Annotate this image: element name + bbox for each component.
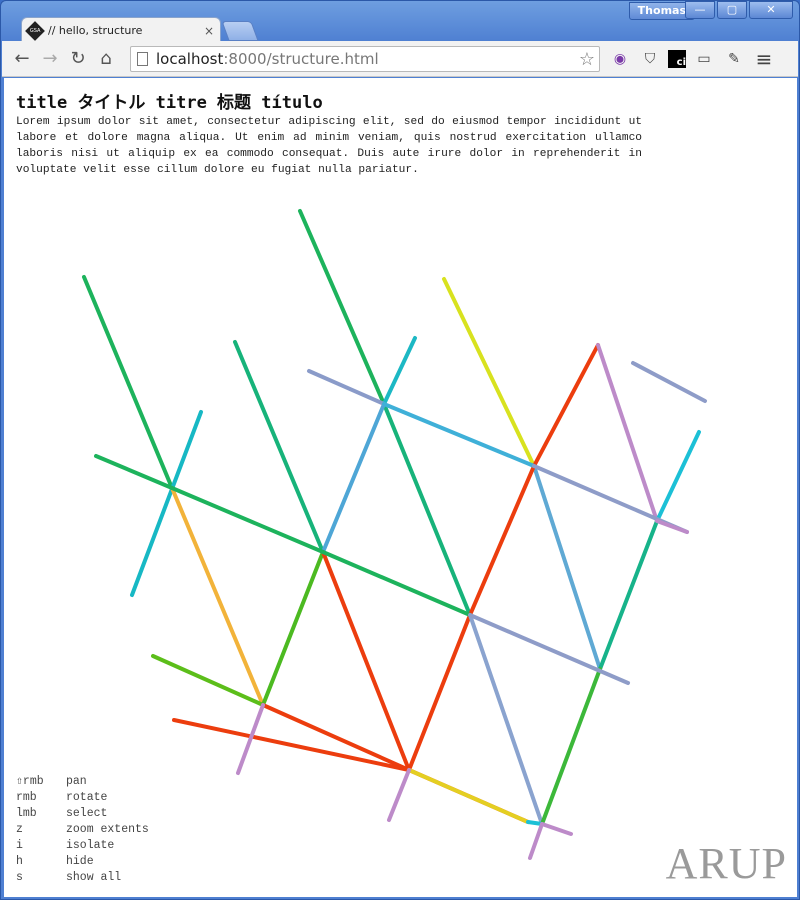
help-row: h hide	[16, 854, 149, 870]
help-action: isolate	[66, 839, 115, 852]
member-limegreen-c[interactable]	[261, 550, 325, 707]
new-tab-button[interactable]	[221, 21, 259, 41]
member-teal-e[interactable]	[598, 519, 659, 671]
menu-icon[interactable]: ≡	[755, 47, 773, 71]
member-blue-c[interactable]	[321, 402, 386, 554]
help-action: pan	[66, 775, 87, 788]
help-row: lmb select	[16, 806, 149, 822]
member-red-w2[interactable]	[261, 703, 411, 772]
tab-close-icon[interactable]: ×	[203, 23, 214, 38]
member-limegreen-w1[interactable]	[151, 654, 265, 707]
profile-name[interactable]: Thomas	[628, 2, 695, 20]
member-steel-y1[interactable]	[307, 369, 386, 406]
member-lavender-z[interactable]	[631, 361, 707, 403]
member-green-b[interactable]	[298, 209, 386, 406]
url-host: localhost	[156, 50, 224, 68]
forward-button[interactable]: →	[42, 48, 58, 69]
member-cyan-c[interactable]	[382, 336, 417, 406]
help-key: z	[16, 823, 23, 836]
member-purple-s2[interactable]	[387, 768, 411, 822]
member-green-x2[interactable]	[170, 486, 325, 554]
address-bar[interactable]: localhost:8000/structure.html ☆	[130, 46, 600, 72]
maximize-button[interactable]: ▢	[717, 1, 747, 19]
member-purple-z[interactable]	[655, 519, 689, 534]
help-action: hide	[66, 855, 94, 868]
member-lavender-x4[interactable]	[468, 613, 630, 685]
member-green-x3[interactable]	[321, 550, 472, 617]
help-row: z zoom extents	[16, 822, 149, 838]
member-purple-e[interactable]	[596, 343, 659, 523]
window-controls: — ▢ ✕	[685, 1, 793, 19]
pencil-icon[interactable]: ✎	[728, 51, 740, 67]
help-key: ⇧rmb	[16, 775, 44, 788]
extension-icons: ◉ ⛉ ci ▭ ✎ ≡	[608, 47, 776, 71]
cast-icon[interactable]: ▭	[697, 51, 711, 67]
help-key: rmb	[16, 791, 37, 804]
member-green-a[interactable]	[82, 275, 174, 490]
page-icon	[137, 52, 148, 66]
help-row: s show all	[16, 870, 149, 886]
help-action: select	[66, 807, 108, 820]
bookmark-star-icon[interactable]: ☆	[578, 49, 595, 70]
member-cyan-v4[interactable]	[526, 820, 544, 826]
member-purple-s3[interactable]	[528, 822, 544, 860]
close-window-button[interactable]: ✕	[749, 1, 793, 19]
tab-title: // hello, structure	[48, 24, 143, 37]
member-gold-a[interactable]	[170, 486, 265, 707]
help-action: show all	[66, 871, 122, 884]
help-action: zoom extents	[66, 823, 149, 836]
member-yellow-v3[interactable]	[407, 768, 530, 824]
arup-logo: ARUP	[665, 839, 787, 888]
member-teal-b[interactable]	[382, 402, 472, 617]
minimize-button[interactable]: —	[685, 1, 715, 19]
member-purple-s1[interactable]	[236, 703, 265, 775]
member-red-d2[interactable]	[468, 464, 536, 617]
reload-button[interactable]: ↻	[70, 48, 86, 69]
member-red-v1[interactable]	[172, 718, 411, 772]
structure-3d-view[interactable]	[4, 78, 797, 897]
member-red-d[interactable]	[532, 343, 600, 468]
member-yellow-d[interactable]	[442, 277, 536, 468]
member-red-d3[interactable]	[407, 613, 472, 772]
keyboard-help: ⇧rmb pan rmb rotate lmb select z zoom extent…	[16, 774, 149, 886]
browser-toolbar: ← → ↻ ⌂ localhost:8000/structure.html ☆ …	[2, 41, 798, 77]
url-path: :8000/structure.html	[223, 50, 379, 68]
tab-structure[interactable]: GSA // hello, structure ×	[21, 17, 221, 43]
ci-icon[interactable]: ci	[668, 50, 686, 68]
page-viewport: title タイトル titre 标题 título Lorem ipsum d…	[4, 78, 797, 897]
member-cyan-e[interactable]	[655, 430, 701, 523]
pocket-icon[interactable]: ⛉	[644, 51, 656, 67]
help-key: h	[16, 855, 23, 868]
member-green-e[interactable]	[540, 667, 602, 826]
member-red-c[interactable]	[321, 550, 411, 772]
help-key: lmb	[16, 807, 37, 820]
tab-strip: GSA // hello, structure ×	[11, 15, 611, 43]
help-row: rmb rotate	[16, 790, 149, 806]
help-key: i	[16, 839, 23, 852]
help-action: rotate	[66, 791, 108, 804]
lorem-paragraph: Lorem ipsum dolor sit amet, consectetur …	[16, 116, 642, 176]
member-blue-d[interactable]	[532, 464, 602, 671]
back-button[interactable]: ←	[14, 48, 30, 69]
member-purple-v5[interactable]	[540, 822, 573, 836]
member-cyan-a[interactable]	[130, 410, 203, 597]
help-row: i isolate	[16, 838, 149, 854]
member-blue-y2[interactable]	[382, 402, 536, 468]
gsa-favicon-icon: GSA	[25, 20, 45, 41]
member-green-c[interactable]	[233, 340, 325, 554]
member-green-x1[interactable]	[94, 454, 174, 490]
page-title: title タイトル titre 标题 título	[16, 93, 323, 113]
home-button[interactable]: ⌂	[100, 48, 112, 69]
color-wheel-icon[interactable]: ◉	[613, 51, 627, 67]
help-key: s	[16, 871, 23, 884]
help-row: ⇧rmb pan	[16, 774, 149, 790]
member-steel-d[interactable]	[468, 613, 544, 826]
